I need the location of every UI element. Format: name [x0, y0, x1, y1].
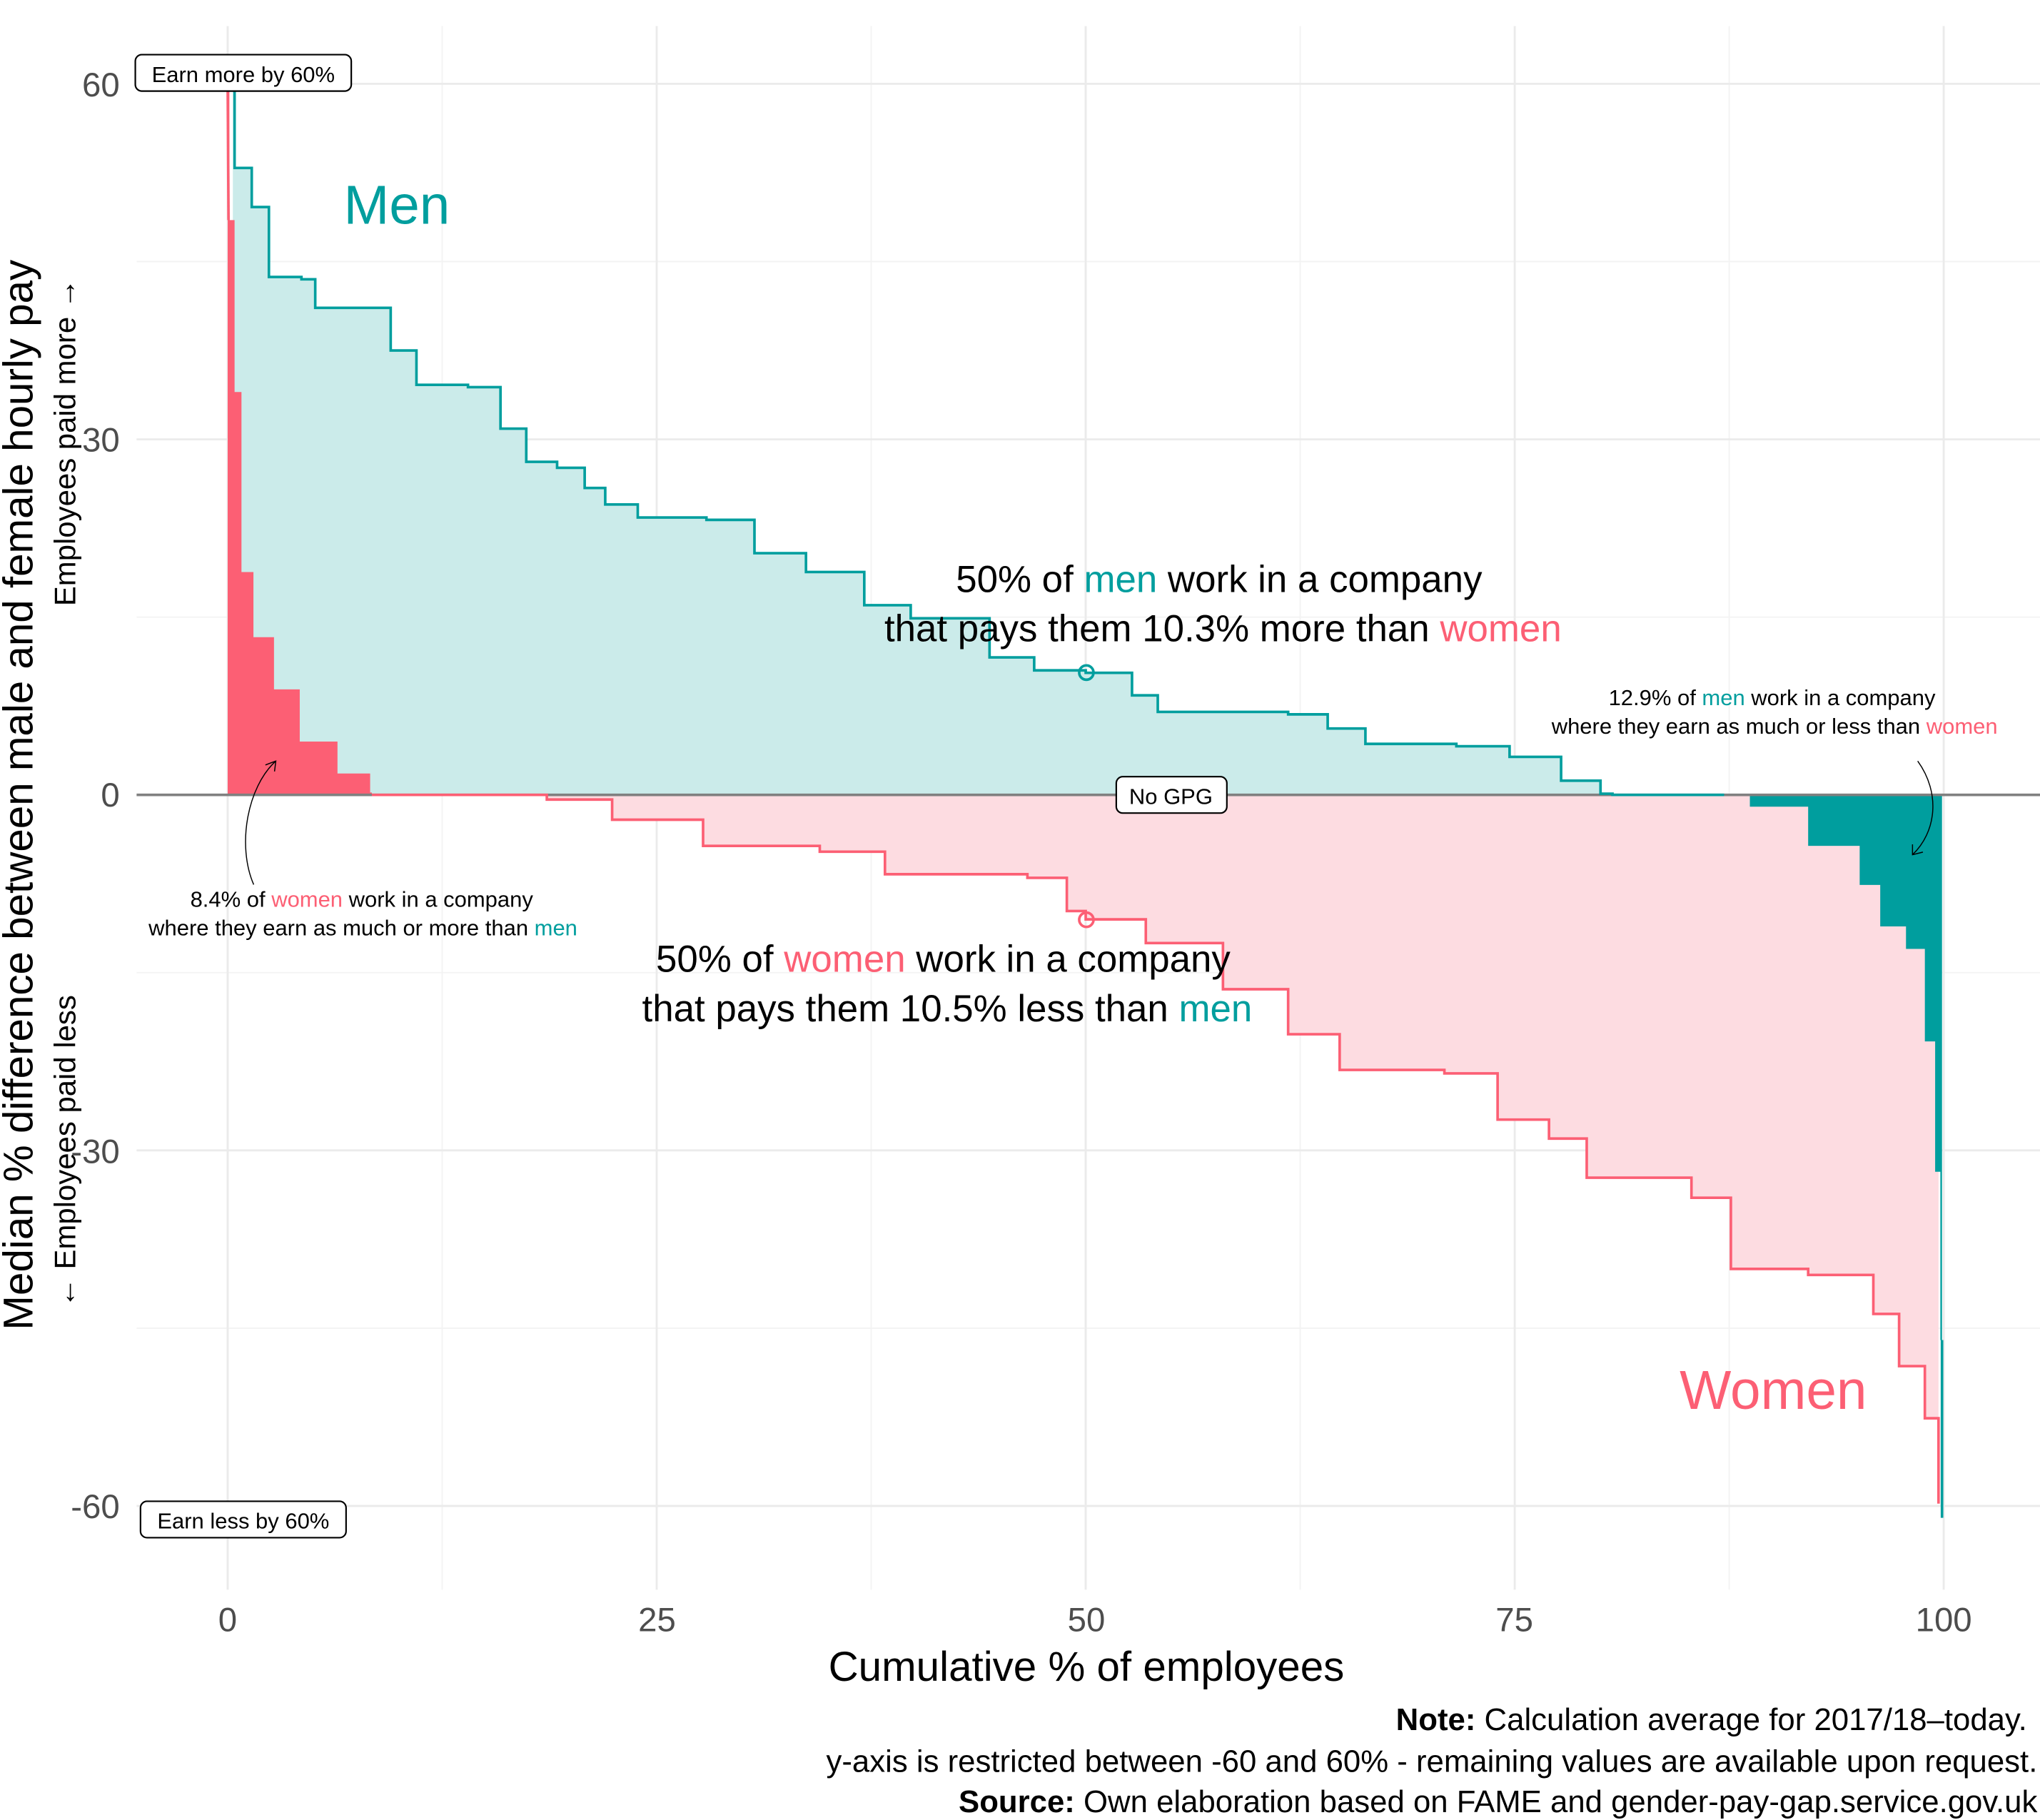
bottom-box: Earn less by 60% — [139, 1500, 347, 1539]
men-share-arrow — [1912, 760, 1934, 856]
men-median-annotation: 50% of men work in a company that pays t… — [884, 558, 1562, 649]
svg-text:No GPG: No GPG — [1129, 784, 1213, 809]
y-axis-subtitle-up: Employees paid more → — [49, 278, 82, 606]
men-share-annotation: 12.9% of men work in a company where the… — [1551, 685, 1998, 856]
y-tick-label: 30 — [82, 421, 120, 459]
x-tick-labels: 0 25 50 75 100 — [218, 1602, 1972, 1639]
svg-text:Earn less by 60%: Earn less by 60% — [157, 1509, 329, 1534]
men-label: Men — [343, 176, 450, 236]
svg-text:that pays them 10.3% more than: that pays them 10.3% more than women — [884, 608, 1562, 650]
svg-text:Earn more by 60%: Earn more by 60% — [152, 62, 335, 87]
women-median-marker — [1078, 911, 1095, 929]
svg-text:Note: Calculation average for: Note: Calculation average for 2017/18–to… — [1396, 1702, 2027, 1737]
lines — [226, 82, 1944, 1518]
y-axis-title: Median % difference between male and fem… — [0, 259, 42, 1330]
x-tick-label: 100 — [1916, 1602, 1972, 1639]
women-label: Women — [1680, 1360, 1867, 1421]
y-tick-label: -60 — [71, 1488, 119, 1526]
top-box: Earn more by 60% — [134, 54, 353, 92]
zero-box: No GPG — [1115, 776, 1228, 814]
men-area-positive — [233, 84, 1942, 795]
x-axis-title: Cumulative % of employees — [829, 1644, 1345, 1690]
men-line — [233, 82, 1725, 797]
women-share-arrow — [245, 760, 276, 885]
women-area-negative — [227, 794, 1939, 1504]
x-tick-label: 0 — [218, 1602, 237, 1639]
svg-text:y-axis is restricted between -: y-axis is restricted between -60 and 60%… — [827, 1744, 2038, 1779]
svg-text:where they earn as much or mor: where they earn as much or more than men — [148, 916, 577, 941]
svg-text:12.9% of men work in a company: 12.9% of men work in a company — [1609, 685, 1936, 710]
women-line — [371, 793, 1940, 1504]
y-axis-subtitle-down: ← Employees paid less — [49, 995, 82, 1308]
women-share-annotation: 8.4% of women work in a company where th… — [148, 760, 577, 941]
svg-text:that pays them 10.5% less than: that pays them 10.5% less than men — [642, 988, 1253, 1030]
women-median-annotation: 50% of women work in a company that pays… — [642, 939, 1253, 1030]
caption: Note: Calculation average for 2017/18–to… — [827, 1702, 2038, 1819]
areas — [227, 84, 1942, 1518]
y-tick-label: -30 — [71, 1133, 119, 1171]
x-tick-label: 25 — [638, 1602, 676, 1639]
x-tick-label: 75 — [1495, 1602, 1533, 1639]
svg-text:Source: Own elaboration based: Source: Own elaboration based on FAME an… — [959, 1784, 2037, 1819]
y-tick-label: 60 — [82, 66, 120, 104]
y-tick-labels: 60 30 0 -30 -60 — [71, 66, 119, 1526]
svg-text:8.4% of women work in a compan: 8.4% of women work in a company — [191, 886, 534, 911]
svg-text:50% of women work in a company: 50% of women work in a company — [656, 939, 1231, 981]
x-tick-label: 50 — [1068, 1602, 1106, 1639]
y-tick-label: 0 — [101, 777, 119, 814]
men-median-marker — [1078, 664, 1095, 682]
svg-text:where they earn as much or les: where they earn as much or less than wom… — [1551, 714, 1998, 739]
svg-text:50% of men work in a company: 50% of men work in a company — [956, 558, 1483, 600]
